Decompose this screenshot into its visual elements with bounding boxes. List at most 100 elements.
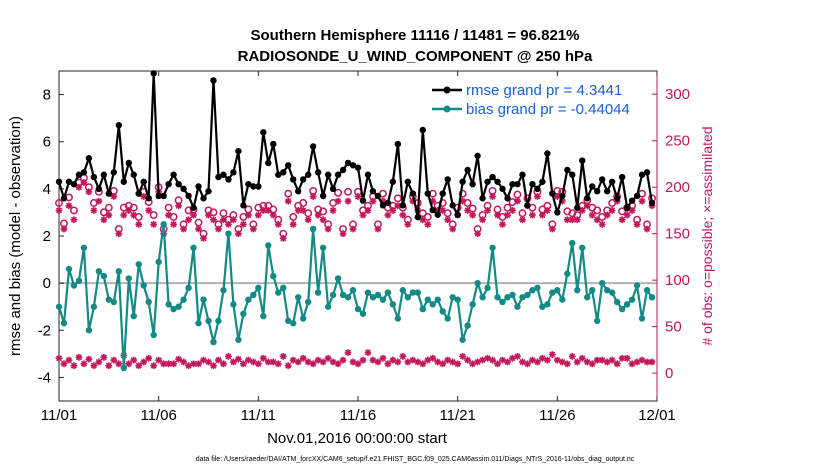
y-right-tick-label: 50 — [665, 319, 682, 336]
obs-assimilated-marker — [374, 225, 382, 233]
bias-series-point — [240, 310, 247, 317]
bias-series-point — [80, 244, 88, 251]
obs-possible-marker — [70, 206, 78, 215]
obs-assimilated-marker — [643, 225, 651, 233]
x-tick-label: 11/26 — [539, 407, 575, 424]
obs-possible-marker — [284, 189, 293, 198]
y-left-tick-label: -4 — [38, 369, 51, 386]
rmse-series-point — [598, 176, 606, 183]
y-right-tick-label: 250 — [665, 133, 690, 150]
bias-series-point — [275, 289, 282, 296]
obs-assimilated-marker — [369, 197, 377, 205]
obs-count-marker-lower — [225, 352, 232, 360]
rmse-series-point — [140, 178, 147, 185]
obs-assimilated-marker — [349, 225, 357, 233]
rmse-series-point — [160, 192, 167, 200]
bias-series-point — [210, 338, 217, 346]
bias-series-point — [623, 301, 631, 308]
y-right-tick-label: 150 — [665, 226, 690, 243]
rmse-series-point — [255, 183, 262, 190]
rmse-series-point — [643, 169, 651, 176]
rmse-series-point — [100, 171, 108, 178]
obs-assimilated-marker — [235, 230, 242, 238]
bias-series-point — [105, 296, 113, 303]
bias-series-point — [419, 305, 426, 313]
obs-assimilated-marker — [469, 211, 477, 219]
rmse-series-point — [424, 190, 431, 197]
obs-possible-marker — [463, 199, 472, 207]
obs-count-marker-lower — [130, 356, 138, 364]
bias-series-point — [329, 291, 337, 299]
rmse-series-point — [474, 152, 481, 160]
obs-assimilated-marker — [339, 230, 347, 238]
rmse-series-point — [564, 166, 571, 174]
rmse-series-point — [200, 195, 207, 202]
bias-series-point — [464, 322, 471, 329]
obs-assimilated-marker — [429, 197, 437, 205]
obs-count-marker-lower — [215, 356, 222, 364]
obs-count-marker-lower — [95, 358, 103, 366]
bias-series-point — [354, 305, 362, 313]
rmse-series-point — [489, 173, 496, 181]
y-left-tick-label: -2 — [38, 322, 51, 339]
rmse-series-point — [270, 140, 277, 148]
legend-bias-label: bias grand pr = -0.44044 — [466, 101, 630, 118]
rmse-series-point — [70, 180, 78, 188]
obs-assimilated-marker — [75, 183, 83, 191]
obs-assimilated-marker — [254, 211, 262, 219]
obs-count-marker-lower — [220, 360, 227, 368]
rmse-series-point — [364, 171, 372, 178]
rmse-series-point — [240, 202, 247, 209]
obs-count-marker-lower — [588, 360, 596, 368]
bias-series-point — [489, 244, 496, 251]
bias-series-point — [574, 287, 581, 294]
rmse-series-point — [618, 173, 626, 181]
bias-series-point — [394, 315, 402, 322]
bias-series-point — [484, 284, 491, 292]
obs-assimilated-marker — [568, 216, 576, 224]
bias-series-point — [589, 287, 596, 294]
bias-series-point — [474, 279, 481, 287]
x-tick-label: 11/21 — [439, 407, 475, 424]
bias-series-point — [200, 296, 207, 303]
obs-possible-marker — [104, 203, 113, 212]
bias-series-point — [389, 301, 397, 308]
bias-series-point — [255, 284, 262, 292]
bias-series-point — [265, 242, 272, 249]
obs-count-marker-lower — [504, 358, 511, 366]
bias-series-point — [195, 320, 202, 327]
obs-assimilated-marker — [534, 193, 541, 200]
obs-count-marker-lower — [339, 356, 347, 364]
obs-count-marker-lower — [60, 360, 68, 368]
obs-assimilated-marker — [60, 225, 68, 233]
bias-series-point — [529, 287, 536, 294]
obs-possible-marker — [593, 206, 602, 215]
obs-assimilated-marker — [499, 220, 506, 228]
bias-series-point — [304, 298, 312, 306]
obs-count-marker-lower — [489, 356, 496, 364]
rmse-series-point — [613, 195, 621, 202]
bias-series-point — [434, 296, 441, 303]
bias-series-point — [250, 291, 257, 299]
chart-title-line1: Southern Hemisphere 11116 / 11481 = 96.8… — [251, 27, 580, 44]
rmse-series-point — [494, 178, 501, 185]
obs-assimilated-marker — [195, 225, 202, 233]
bias-series-point — [544, 301, 551, 308]
bias-series-point — [100, 272, 108, 280]
rmse-series-point — [275, 171, 282, 178]
bias-series-point — [559, 296, 566, 303]
rmse-series-point — [290, 176, 297, 183]
y-axis-label-right: # of obs: o=possible; ×=assimilated — [699, 126, 715, 345]
bias-series-point — [579, 244, 586, 251]
rmse-series-point — [95, 185, 103, 193]
obs-count-marker-lower — [563, 360, 571, 368]
obs-assimilated-marker — [389, 207, 397, 214]
obs-assimilated-marker — [519, 216, 526, 224]
rmse-series-point — [354, 164, 362, 171]
rmse-series-point — [623, 204, 631, 211]
obs-count-marker-lower — [170, 360, 178, 368]
obs-assimilated-marker — [140, 193, 148, 200]
bias-series-point — [60, 320, 68, 327]
obs-count-marker-lower — [70, 362, 78, 370]
bias-series-point — [414, 289, 421, 296]
